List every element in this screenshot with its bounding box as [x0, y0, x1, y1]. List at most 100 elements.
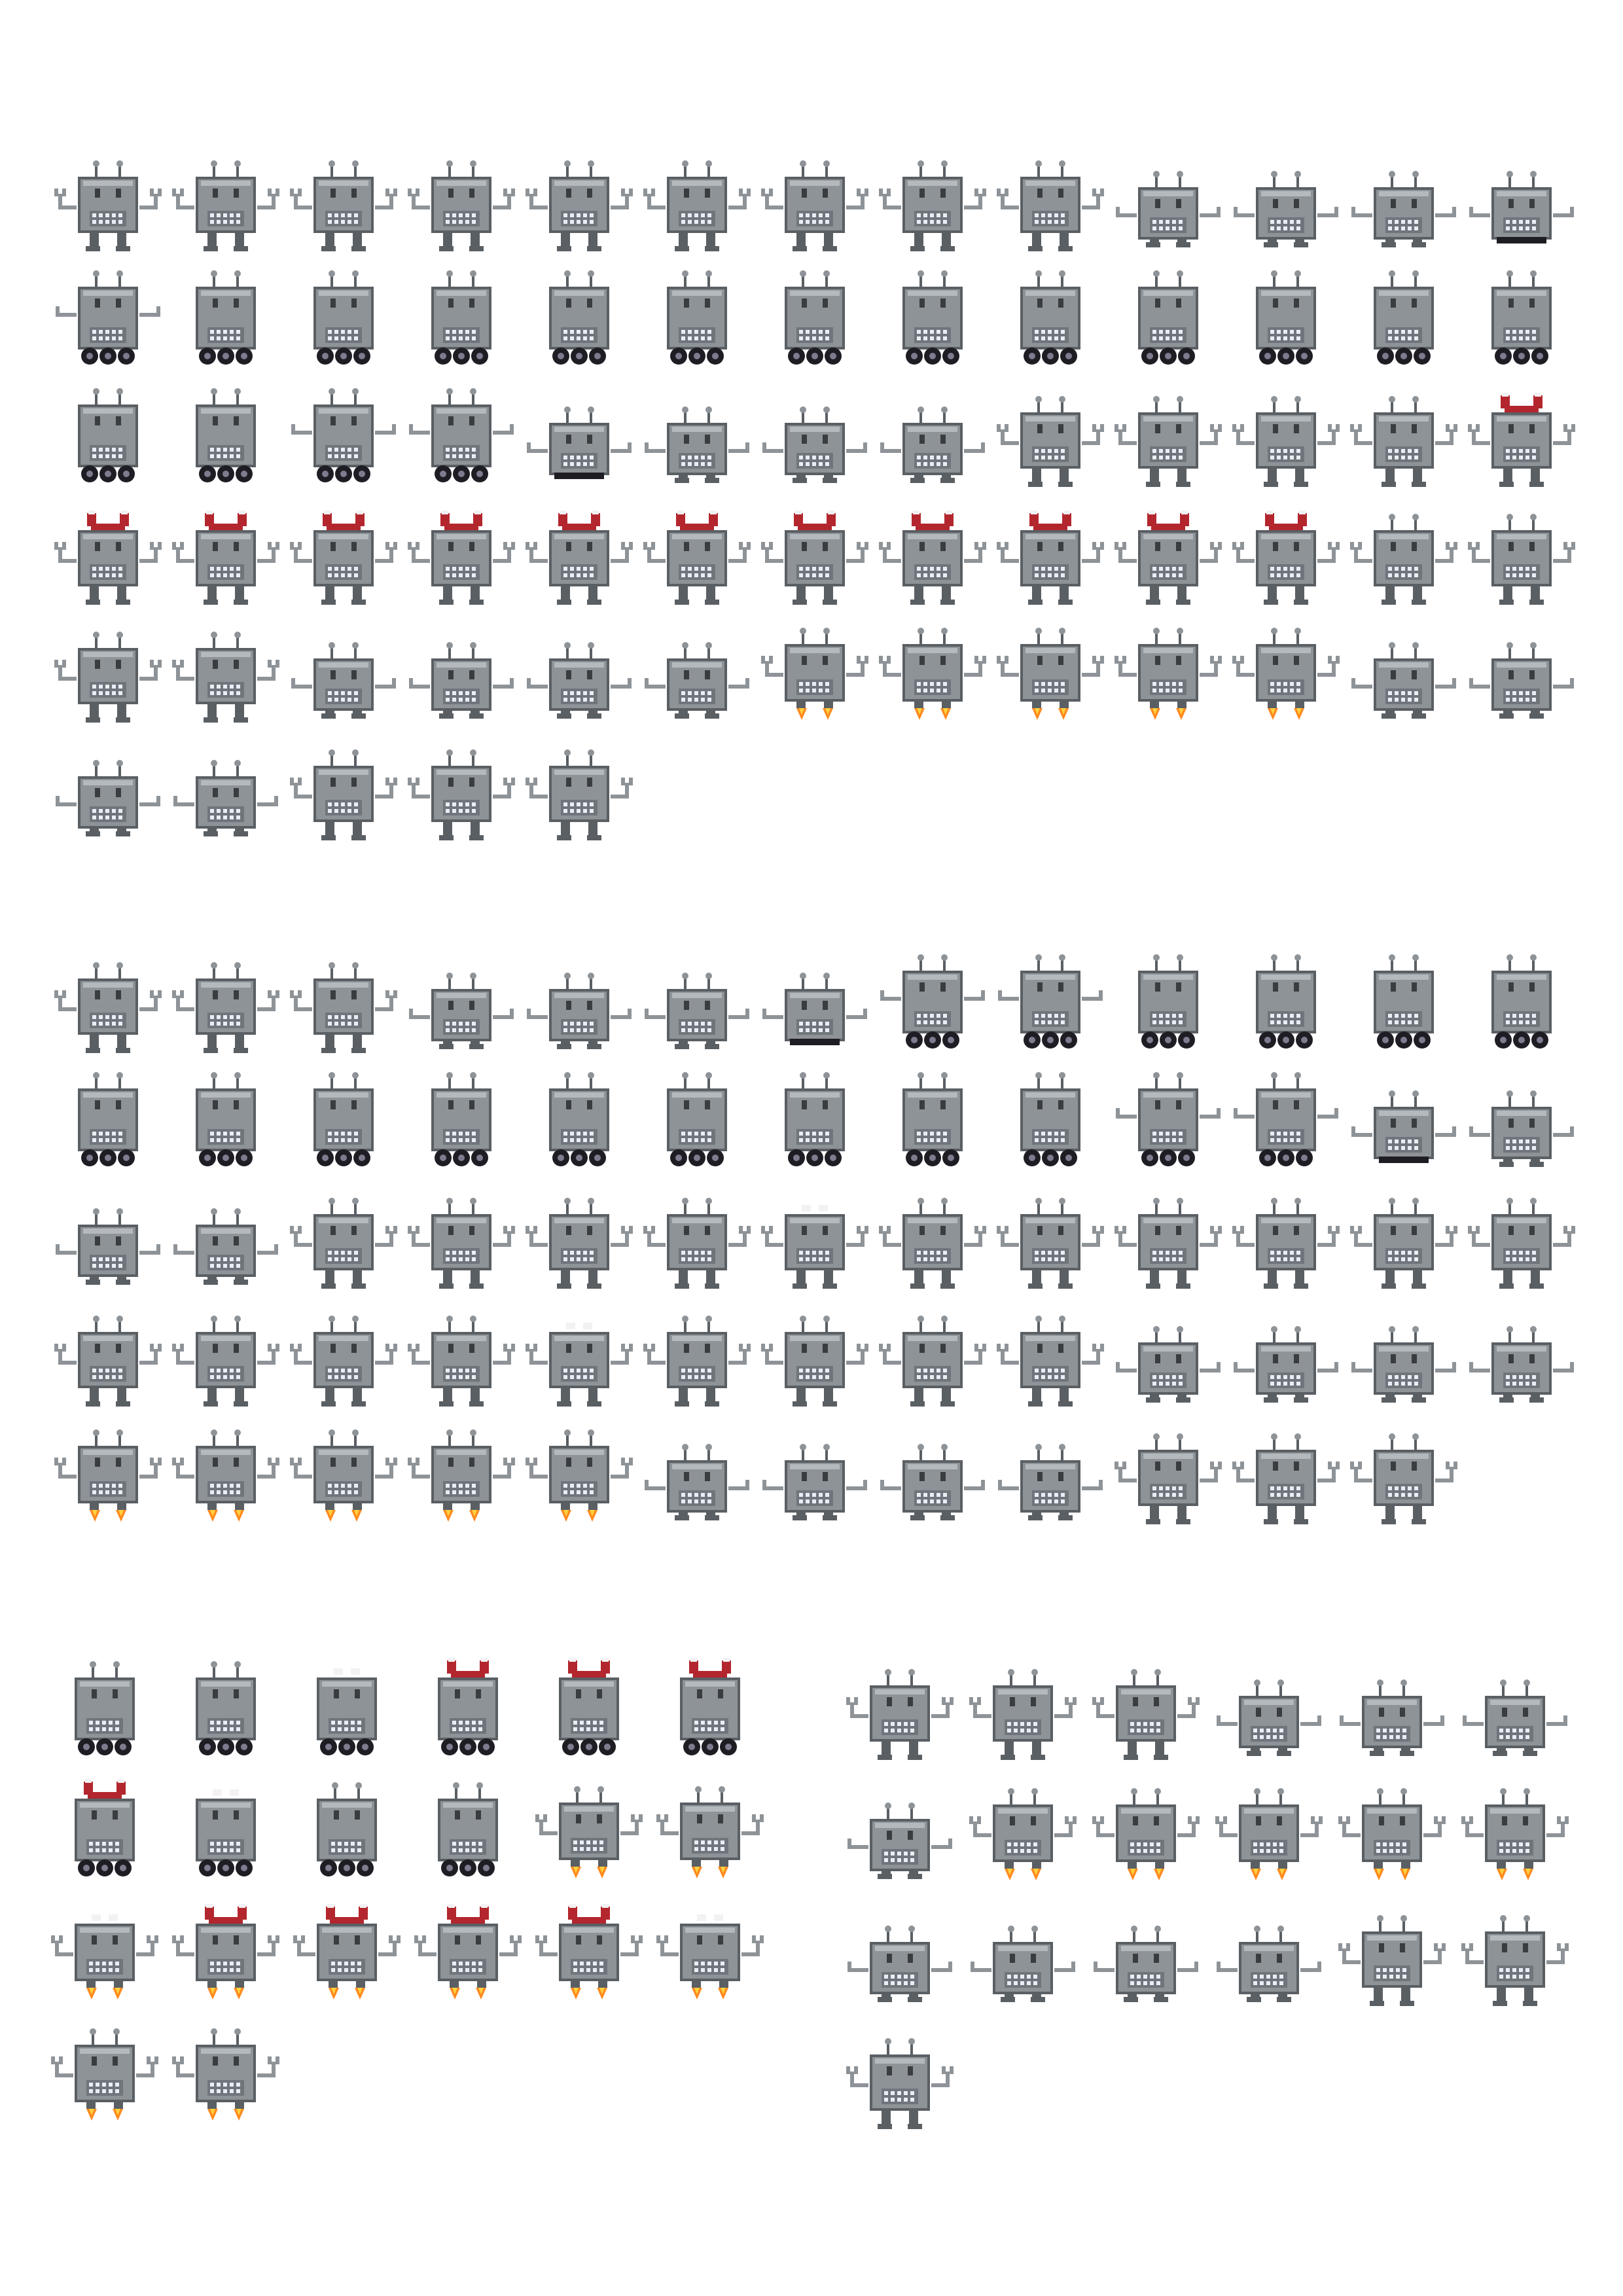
- robot-sprite-wheels: [1374, 270, 1434, 365]
- robot-sprite-crouch: [1116, 1326, 1221, 1403]
- robot-sprite-wheels-helmet: [559, 1658, 619, 1755]
- robot-sprite-crouch: [1351, 642, 1456, 719]
- robot-sprite-stand: [290, 749, 397, 840]
- robot-sprite-stand-helmet: [997, 511, 1104, 605]
- robot-sprite-stand-helmet: [1115, 511, 1222, 605]
- robot-sprite-crouch: [527, 642, 632, 719]
- robot-sprite-stand: [997, 396, 1104, 487]
- robot-sprite-roll: [762, 973, 867, 1045]
- robot-sprite-jet: [1232, 628, 1340, 720]
- robot-sprite-stand-helmet: [408, 511, 515, 605]
- robot-sprite-jet: [1092, 1788, 1200, 1880]
- robot-sprite-wheels: [667, 270, 727, 365]
- robot-sprite-stand: [969, 1669, 1077, 1760]
- robot-sprite-crouch: [1340, 1679, 1444, 1756]
- robot-sprite-jet: [656, 1786, 764, 1878]
- robot-sprite-jet-helmet: [414, 1904, 522, 2000]
- robot-sprite-stand: [997, 1316, 1104, 1407]
- robot-sprite-crouch: [1217, 1926, 1321, 2002]
- robot-sprite-jet: [879, 628, 986, 720]
- robot-sprite-crouch: [56, 760, 160, 836]
- robot-sprite-crouch: [847, 1926, 952, 2002]
- robot-sprite-stand: [408, 1198, 515, 1289]
- robot-sprite-wheels: [549, 270, 609, 365]
- robot-sprite-jet-helmet: [293, 1904, 401, 2000]
- robot-sprite-wheels-helmet: [75, 1779, 135, 1876]
- robot-sprite-stand: [290, 160, 397, 251]
- robot-sprite-stand: [1350, 1433, 1457, 1524]
- robot-sprite-stand: [526, 160, 633, 251]
- robot-sprite-stand-small: [761, 1205, 868, 1289]
- robot-sprite-wheels: [78, 1072, 138, 1166]
- robot-sprite-stand: [1468, 1198, 1575, 1289]
- robot-sprite-stand-helmet: [879, 511, 986, 605]
- robot-sprite-crouch: [409, 973, 514, 1049]
- robot-sprite-stand: [1232, 1198, 1340, 1289]
- robot-sprite-stand: [54, 1316, 162, 1407]
- robot-sprite-stand: [846, 2038, 954, 2129]
- robot-sprite-stand-helmet: [761, 511, 868, 605]
- robot-sprite-wheels-arms: [880, 954, 985, 1049]
- robot-sprite-wheels-helmet: [680, 1658, 740, 1755]
- robot-sprite-jet: [408, 1429, 515, 1522]
- robot-sprite-jet: [172, 2028, 279, 2121]
- robot-sprite-jet: [526, 1429, 633, 1522]
- robot-sprite-stand: [1115, 1198, 1222, 1289]
- robot-sprite-stand: [54, 632, 162, 723]
- robot-sprite-stand: [997, 1198, 1104, 1289]
- robot-sprite-wheels-arms: [1116, 1072, 1221, 1166]
- robot-sprite-crouch: [645, 642, 749, 719]
- robot-sprite-crouch: [998, 1444, 1103, 1520]
- robot-sprite-stand-helmet-small: [1232, 511, 1340, 605]
- robot-sprite-wheels: [902, 270, 963, 365]
- robot-sprite-crouch: [527, 973, 632, 1049]
- robot-sprite-crouch: [1116, 171, 1221, 247]
- robot-sprite-jet: [290, 1429, 397, 1522]
- robot-sprite-stand: [408, 160, 515, 251]
- robot-sprite-jet: [172, 1429, 279, 1522]
- robot-sprite-stand: [54, 160, 162, 251]
- robot-sprite-stand-helmet: [54, 511, 162, 605]
- robot-sprite-stand: [408, 749, 515, 840]
- robot-sprite-jet: [969, 1788, 1077, 1880]
- robot-sprite-stand-helmet: [526, 511, 633, 605]
- robot-sprite-crouch: [1469, 642, 1574, 719]
- robot-sprite-wheels: [196, 388, 256, 482]
- robot-sprite-stand: [1115, 396, 1222, 487]
- robot-sprite-jet: [997, 628, 1104, 720]
- robot-sprite-jet-small: [51, 1914, 158, 2000]
- robot-sprite-jet-small: [656, 1914, 764, 2000]
- robot-sprite-wheels: [313, 1072, 374, 1166]
- robot-sprite-wheels: [1491, 954, 1552, 1049]
- robot-sprite-crouch: [762, 1444, 867, 1520]
- robot-sprite-jet: [51, 2028, 158, 2121]
- robot-sprite-stand: [172, 1316, 279, 1407]
- robot-sprite-wheels: [785, 1072, 845, 1166]
- robot-sprite-wheels: [1374, 954, 1434, 1049]
- robot-sprite-wheels: [549, 1072, 609, 1166]
- robot-sprite-crouch: [645, 406, 749, 483]
- robot-sprite-crouch: [1234, 171, 1338, 247]
- robot-sprite-stand: [1092, 1669, 1200, 1760]
- robot-sprite-stand: [879, 160, 986, 251]
- robot-sprite-roll: [527, 406, 632, 479]
- robot-sprite-stand: [1232, 396, 1340, 487]
- robot-sprite-stand-small: [526, 1323, 633, 1407]
- robot-sprite-wheels: [196, 270, 256, 365]
- robot-sprite-crouch: [173, 1208, 278, 1285]
- robot-sprite-stand: [54, 962, 162, 1053]
- robot-sprite-crouch: [1469, 1326, 1574, 1403]
- robot-sprite-wheels-arms: [56, 270, 160, 365]
- robot-sprite-wheels-arms: [291, 388, 396, 482]
- robot-sprite-roll: [1469, 171, 1574, 243]
- robot-sprite-crouch: [880, 406, 985, 483]
- robot-sprite-jet-helmet: [535, 1904, 643, 2000]
- robot-sprite-crouch: [1351, 1326, 1456, 1403]
- robot-sprite-wheels: [431, 1072, 491, 1166]
- robot-sprite-wheels-arms: [409, 388, 514, 482]
- robot-sprite-roll: [1351, 1090, 1456, 1163]
- robot-sprite-stand: [643, 160, 751, 251]
- robot-sprite-wheels: [75, 1661, 135, 1755]
- robot-sprite-wheels: [1020, 1072, 1080, 1166]
- robot-sprite-stand: [1461, 1915, 1569, 2006]
